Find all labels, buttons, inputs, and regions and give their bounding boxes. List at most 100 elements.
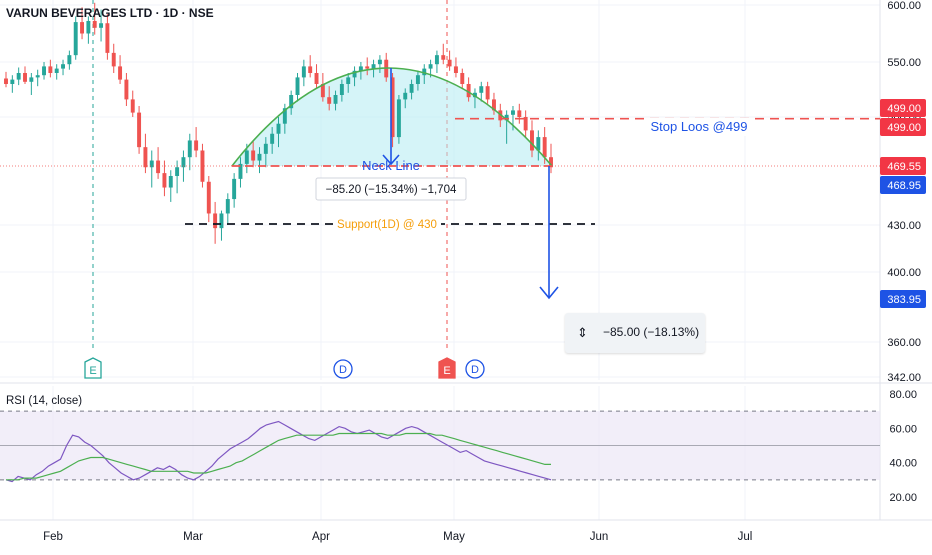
candle bbox=[29, 77, 34, 82]
event-letter: D bbox=[471, 364, 479, 376]
support-label-bg bbox=[333, 215, 441, 233]
candle bbox=[111, 52, 116, 67]
candle bbox=[365, 66, 370, 69]
candle bbox=[23, 73, 27, 82]
rsi-layer: 80.00 60.00 40.00 20.00 bbox=[0, 389, 917, 504]
candle bbox=[358, 66, 363, 71]
candle bbox=[314, 73, 319, 84]
candle bbox=[447, 59, 452, 67]
target-arrowhead bbox=[539, 286, 559, 300]
candle bbox=[156, 160, 161, 174]
price-badge bbox=[880, 176, 926, 194]
price-tick-label: 360.00 bbox=[887, 337, 921, 349]
dividend-event-icon bbox=[465, 359, 485, 379]
month-label: Jul bbox=[738, 531, 753, 543]
earnings-event-icon bbox=[84, 357, 102, 379]
candle bbox=[16, 73, 21, 80]
candle bbox=[73, 22, 78, 56]
rsi-tick-label: 20.00 bbox=[889, 492, 917, 504]
candle bbox=[327, 97, 332, 104]
candle bbox=[289, 95, 294, 109]
candle bbox=[149, 160, 154, 168]
candle bbox=[181, 157, 186, 168]
candle bbox=[434, 55, 439, 65]
candle bbox=[48, 66, 53, 73]
rsi-tick-label: 60.00 bbox=[889, 423, 917, 435]
measure-value: −85.00 (−18.13%) bbox=[603, 325, 700, 339]
candle bbox=[308, 66, 313, 73]
candle bbox=[377, 59, 382, 65]
event-letter: D bbox=[339, 364, 347, 376]
measure-arrowhead bbox=[382, 154, 400, 166]
rsi-ma-line bbox=[6, 432, 551, 481]
candle bbox=[263, 143, 268, 154]
candle bbox=[352, 70, 357, 78]
neck-measure-label: −85.20 (−15.34%) −1,704 bbox=[326, 184, 457, 196]
support-label: Support(1D) @ 430 bbox=[337, 219, 437, 231]
candle bbox=[175, 167, 180, 176]
rsi-title[interactable]: RSI (14, close) bbox=[6, 395, 83, 407]
candle bbox=[466, 84, 471, 98]
month-label: May bbox=[443, 531, 465, 543]
candle bbox=[61, 64, 65, 69]
candle bbox=[225, 199, 230, 214]
candle bbox=[390, 77, 395, 138]
candle bbox=[396, 99, 401, 138]
candle bbox=[415, 75, 420, 84]
symbol-title[interactable]: VARUN BEVERAGES LTD · 1D · NSE bbox=[6, 6, 214, 20]
candle bbox=[346, 77, 351, 84]
neck-measure-box bbox=[315, 177, 467, 201]
rsi-line bbox=[5, 420, 552, 483]
candle bbox=[295, 77, 300, 95]
candle bbox=[479, 86, 484, 93]
candle bbox=[4, 78, 8, 84]
candle bbox=[206, 181, 211, 214]
drawings-layer: Neck Line −85.20 (−15.34%) −1,704 Support(… bbox=[0, 67, 880, 300]
candle bbox=[86, 20, 91, 34]
candle bbox=[257, 153, 262, 161]
candle bbox=[92, 20, 97, 28]
candle bbox=[232, 178, 237, 200]
price-tick-label: 430.00 bbox=[887, 220, 921, 232]
candle bbox=[441, 55, 446, 60]
candle bbox=[162, 173, 167, 188]
event-letter: E bbox=[89, 365, 96, 377]
candle bbox=[511, 110, 515, 115]
month-label: Apr bbox=[312, 531, 330, 543]
month-label: Mar bbox=[183, 531, 203, 543]
time-axis: Feb Mar Apr May Jun Jul bbox=[0, 519, 932, 543]
price-tick-label: 550.00 bbox=[887, 57, 921, 69]
candle bbox=[80, 22, 85, 34]
candle bbox=[504, 114, 509, 121]
candle bbox=[238, 163, 243, 179]
candle bbox=[270, 133, 275, 144]
candle bbox=[219, 213, 224, 229]
candle bbox=[124, 79, 129, 100]
price-badge-label: 469.55 bbox=[887, 161, 921, 173]
candle bbox=[282, 108, 287, 124]
stop-loss-label-bg bbox=[645, 118, 753, 136]
rsi-tick-label: 80.00 bbox=[889, 389, 917, 401]
candle bbox=[428, 64, 433, 69]
price-badge bbox=[880, 290, 926, 308]
price-badge-label: 383.95 bbox=[887, 294, 921, 306]
price-badge bbox=[880, 118, 926, 136]
price-badge-label: 499.00 bbox=[887, 103, 921, 115]
candle bbox=[10, 79, 15, 84]
event-letter: E bbox=[443, 365, 450, 377]
measure-tooltip: ⇕ −85.00 (−18.13%) bbox=[565, 313, 705, 353]
price-tick-label: 342.00 bbox=[887, 372, 921, 384]
candle bbox=[536, 137, 541, 151]
candle bbox=[320, 84, 325, 98]
candle bbox=[118, 66, 123, 80]
candle bbox=[187, 140, 192, 158]
candle bbox=[194, 140, 199, 151]
candle bbox=[460, 73, 465, 84]
price-badge-label: 499.00 bbox=[887, 122, 921, 134]
stop-loss-label: Stop Loos @499 bbox=[650, 119, 747, 134]
candle bbox=[276, 123, 281, 134]
price-badge bbox=[880, 99, 926, 117]
